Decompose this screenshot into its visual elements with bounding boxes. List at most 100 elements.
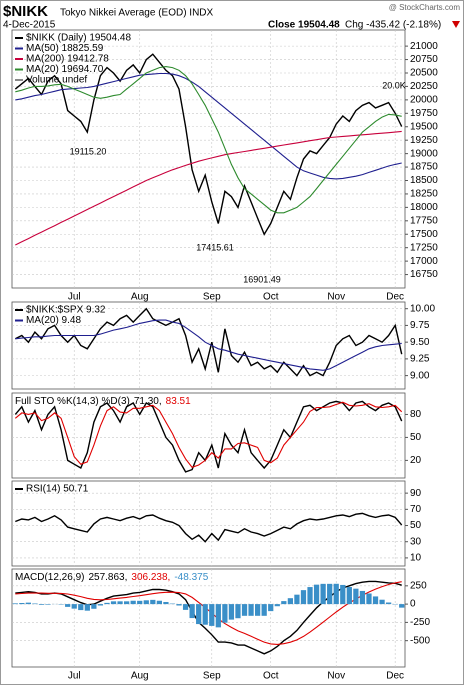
histogram-bar (281, 601, 287, 605)
symbol: $NIKK (3, 3, 48, 20)
histogram-bar (228, 604, 235, 620)
histogram-bar (241, 604, 248, 616)
y-tick-label: 21000 (410, 41, 438, 52)
histogram-bar (261, 604, 267, 616)
x-tick-label: Dec (386, 671, 404, 682)
legend-entry: MA(20) 9.48 (26, 315, 81, 326)
y-tick-label: 19750 (410, 108, 438, 119)
x-tick-label: Sep (203, 671, 221, 682)
histogram-bar (169, 603, 176, 605)
legend-entry: 83.51 (166, 396, 191, 407)
histogram-bar (255, 604, 261, 616)
series-line (15, 319, 402, 371)
histogram-bar (196, 604, 202, 625)
change: Chg -435.42 (-2.18%) (345, 20, 441, 31)
histogram-bar (84, 604, 90, 611)
y-tick-label: 0 (410, 599, 416, 610)
series-line (15, 581, 402, 645)
y-tick-label: 19000 (410, 148, 438, 159)
histogram-bar (346, 586, 352, 605)
histogram-bar (307, 587, 313, 605)
histogram-bar (333, 583, 339, 605)
y-tick-label: 18750 (410, 162, 438, 173)
histogram-bar (353, 588, 359, 605)
histogram-bar (182, 604, 189, 610)
histogram-bar (45, 604, 51, 605)
legend-entry: 71.30, (134, 396, 162, 407)
histogram-bar (110, 601, 117, 605)
histogram-bar (235, 604, 241, 619)
legend-entry: 306.238, (131, 572, 170, 583)
histogram-bar (124, 601, 130, 605)
histogram-bar (340, 584, 346, 605)
y-tick-label: 20250 (410, 81, 438, 92)
histogram-bar (25, 602, 31, 605)
legend-label: Full STO %K(14,3) %D(3) (15, 396, 130, 407)
date: 4-Dec-2015 (3, 20, 56, 31)
y-tick-label: 30 (410, 536, 422, 547)
y-tick-label: 50 (410, 432, 422, 443)
y-tick-label: 17000 (410, 256, 438, 267)
y-tick-label: 9.00 (410, 370, 430, 381)
x-tick-label: Jul (68, 671, 81, 682)
y-tick-label: 20750 (410, 54, 438, 65)
histogram-bar (313, 584, 320, 605)
series-line (14, 401, 403, 468)
y-tick-label: 20500 (410, 68, 438, 79)
histogram-bar (287, 598, 293, 605)
panel-frame (11, 29, 406, 289)
series-line (14, 307, 403, 377)
y-tick-label: 16750 (410, 269, 438, 280)
histogram-bar (399, 604, 405, 608)
series-line (15, 512, 403, 543)
panel-frame (11, 301, 406, 390)
y-tick-label: 90 (410, 488, 422, 499)
histogram-bar (91, 604, 97, 609)
y-tick-label: 18000 (410, 202, 438, 213)
x-tick-label: Jul (68, 292, 81, 303)
series-line (14, 53, 403, 236)
panel-frame (11, 392, 406, 479)
histogram-bar (32, 603, 38, 605)
histogram-bar (78, 604, 84, 611)
histogram-bar (274, 604, 280, 607)
histogram-bar (189, 604, 195, 619)
histogram-bar (386, 602, 392, 605)
y-tick-label: 9.50 (410, 337, 430, 348)
x-tick-label: Oct (263, 671, 279, 682)
legend-entry: MA(200) 19412.78 (26, 54, 109, 65)
annotation: 20.0K (382, 80, 406, 90)
x-tick-label: Nov (327, 671, 345, 682)
y-tick-label: 9.25 (410, 354, 430, 365)
histogram-bar (366, 593, 372, 605)
y-tick-label: 50 (410, 520, 422, 531)
annotation: 17415.61 (196, 242, 234, 252)
instrument-name: Tokyo Nikkei Average (EOD) INDX (60, 8, 214, 19)
series-line (14, 400, 403, 473)
annotation: 19115.20 (70, 146, 107, 156)
histogram-bar (294, 594, 300, 605)
legend-label: MACD(12,26,9) (15, 572, 84, 583)
y-tick-label: 18250 (410, 189, 438, 200)
x-tick-label: Aug (131, 671, 149, 682)
y-tick-label: 10.00 (410, 303, 435, 314)
y-tick-label: -250 (410, 617, 430, 628)
histogram-bar (222, 604, 228, 623)
y-tick-label: 70 (410, 504, 422, 515)
y-tick-label: 19500 (410, 121, 438, 132)
legend-entry: Volume undef (26, 75, 87, 86)
y-tick-label: 17750 (410, 215, 438, 226)
series-line (15, 130, 402, 246)
histogram-bar (150, 599, 156, 605)
histogram-bar (320, 583, 326, 605)
legend-entry: -48.375 (174, 572, 208, 583)
histogram-bar (176, 604, 182, 606)
x-tick-label: Dec (386, 292, 404, 303)
legend-entry: MA(50) 18825.59 (26, 43, 104, 54)
watermark: @ StockCharts.com (389, 3, 461, 12)
histogram-bar (359, 590, 366, 605)
histogram-bar (327, 583, 333, 605)
histogram-bar (163, 601, 169, 605)
legend: Full STO %K(14,3) %D(3) 71.30, 83.51 (15, 396, 191, 407)
